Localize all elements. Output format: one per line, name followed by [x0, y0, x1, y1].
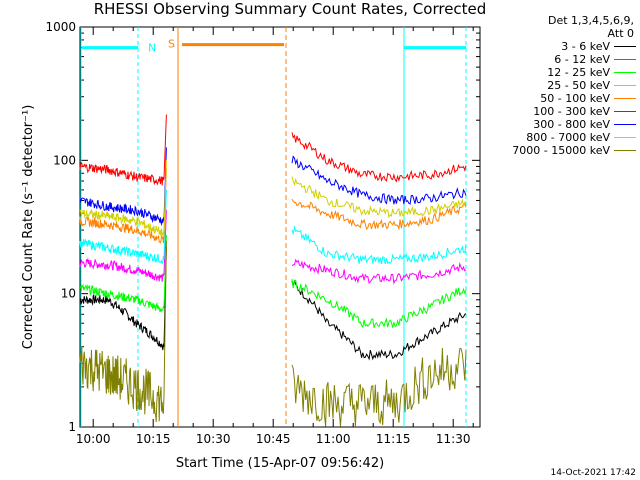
- series-line-7: [79, 160, 167, 237]
- legend-swatch: [614, 98, 636, 99]
- y-tick-label: 10: [61, 287, 76, 301]
- legend-entry-label: 6 - 12 keV: [554, 53, 610, 66]
- legend-entry: 3 - 6 keV: [476, 40, 636, 53]
- legend-swatch: [614, 137, 636, 138]
- y-tick-label: 1000: [45, 20, 76, 34]
- series-line-5: [79, 114, 167, 186]
- x-tick-label: 10:00: [76, 432, 111, 446]
- series-line-3: [291, 225, 467, 265]
- series-line-2: [291, 279, 467, 329]
- legend-swatch: [614, 59, 636, 60]
- legend-swatch: [614, 124, 636, 125]
- legend-entry: 25 - 50 keV: [476, 79, 636, 92]
- legend-entry-label: 3 - 6 keV: [561, 40, 610, 53]
- series-line-0: [291, 279, 467, 361]
- legend-entry-label: 100 - 300 keV: [533, 105, 610, 118]
- series-line-1: [79, 209, 167, 282]
- series-line-4: [79, 168, 167, 244]
- series-line-2: [79, 235, 167, 313]
- series-line-8: [79, 240, 167, 423]
- x-tick-label: 10:30: [196, 432, 231, 446]
- x-tick-label: 10:15: [136, 432, 171, 446]
- legend-swatch: [614, 111, 636, 112]
- series-line-8: [291, 347, 467, 428]
- legend-entry: 100 - 300 keV: [476, 105, 636, 118]
- x-tick-label: 11:00: [316, 432, 351, 446]
- x-tick-label: 11:15: [376, 432, 411, 446]
- legend-swatch: [614, 72, 636, 73]
- y-tick-label: 100: [53, 153, 76, 167]
- series-line-1: [291, 258, 467, 285]
- legend-entry: 6 - 12 keV: [476, 53, 636, 66]
- series-line-6: [291, 155, 467, 205]
- x-tick-label: 11:30: [436, 432, 471, 446]
- legend-swatch: [614, 46, 636, 47]
- legend-entry-label: 25 - 50 keV: [547, 79, 610, 92]
- legend-entry-label: 800 - 7000 keV: [526, 131, 610, 144]
- legend-entry: 800 - 7000 keV: [476, 131, 636, 144]
- series-line-3: [79, 189, 167, 265]
- x-axis-label: Start Time (15-Apr-07 09:56:42): [176, 456, 384, 471]
- legend-entry: 7000 - 15000 keV: [476, 144, 636, 157]
- legend-entry: 50 - 100 keV: [476, 92, 636, 105]
- chart-title: RHESSI Observing Summary Count Rates, Co…: [93, 0, 487, 18]
- plot-frame: [79, 26, 481, 428]
- legend-header-line-1: Det 1,3,4,5,6,9,: [547, 14, 634, 27]
- timestamp: 14-Oct-2021 17:42: [550, 468, 636, 478]
- series-line-5: [291, 132, 467, 183]
- series-line-4: [291, 198, 467, 231]
- y-tick-label: 1: [68, 420, 76, 434]
- series-line-0: [79, 246, 167, 351]
- legend-entry: 300 - 800 keV: [476, 118, 636, 131]
- y-axis-label: Corrected Count Rate (s⁻¹ detector⁻¹): [21, 105, 36, 350]
- legend-entry-label: 12 - 25 keV: [547, 66, 610, 79]
- series-line-6: [79, 147, 167, 227]
- x-tick-label: 10:45: [256, 432, 291, 446]
- legend-entry-label: 300 - 800 keV: [533, 118, 610, 131]
- saa-label: S: [168, 38, 175, 51]
- legend-entry: 12 - 25 keV: [476, 66, 636, 79]
- legend-swatch: [614, 85, 636, 86]
- legend-entry-label: 7000 - 15000 keV: [512, 144, 610, 157]
- series-line-7: [291, 176, 467, 219]
- night-label: N: [148, 42, 156, 55]
- legend-swatch: [614, 150, 636, 151]
- legend-entry-label: 50 - 100 keV: [540, 92, 610, 105]
- legend-header-line-2: Att 0: [607, 27, 634, 40]
- legend: Det 1,3,4,5,6,9, Att 0 3 - 6 keV 6 - 12 k…: [476, 14, 636, 157]
